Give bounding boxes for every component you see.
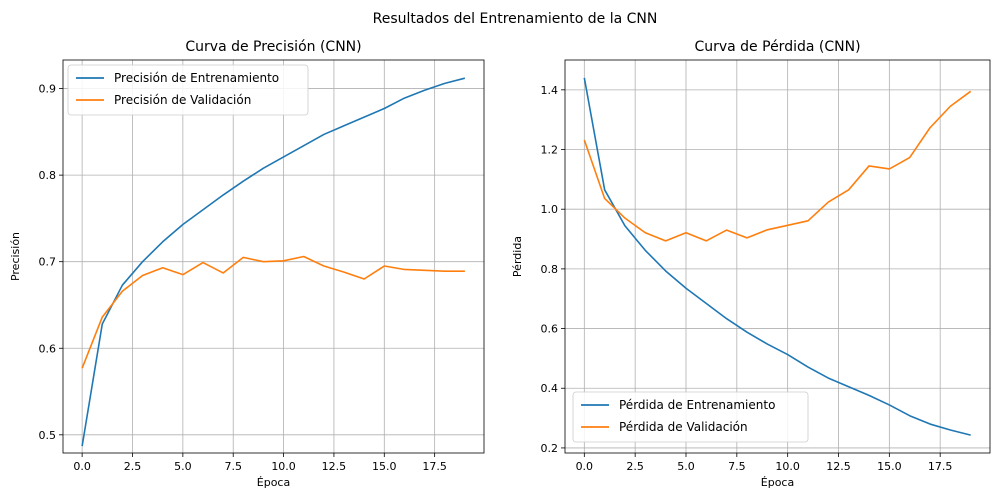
loss-chart: 0.0 2.5 5.0 7.5 10.0 12.5 15.0 17.5 0.2 0.4 0.6 0.8… bbox=[511, 39, 991, 489]
accuracy-x-tick-label: 15.0 bbox=[372, 460, 397, 473]
accuracy-y-tick-label: 0.9 bbox=[39, 83, 57, 96]
accuracy-x-tick-label: 2.5 bbox=[124, 460, 142, 473]
loss-legend-box bbox=[572, 391, 809, 443]
accuracy-y-tick-label: 0.5 bbox=[39, 429, 57, 442]
loss-y-tick-label: 1.2 bbox=[541, 144, 559, 157]
loss-y-tick-label: 0.2 bbox=[541, 442, 559, 455]
accuracy-legend-val-label: Precisión de Validación bbox=[114, 93, 251, 107]
accuracy-y-axis-label: Precisión bbox=[9, 232, 22, 281]
loss-val-line bbox=[583, 90, 972, 242]
accuracy-val-line bbox=[81, 255, 465, 369]
accuracy-legend: Precisión de Entrenamiento Precisión de V… bbox=[67, 64, 309, 116]
loss-plot-area bbox=[565, 60, 990, 453]
accuracy-train-line bbox=[81, 77, 466, 447]
loss-x-tick-label: 2.5 bbox=[626, 460, 644, 473]
accuracy-y-tick-label: 0.7 bbox=[39, 256, 57, 269]
loss-train-line bbox=[583, 77, 971, 436]
loss-x-tick-label: 10.0 bbox=[775, 460, 800, 473]
loss-y-axis-label: Pérdida bbox=[511, 236, 524, 277]
loss-axes-frame bbox=[564, 59, 991, 454]
accuracy-legend-box bbox=[67, 64, 309, 116]
loss-y-tick-label: 1.4 bbox=[541, 84, 559, 97]
loss-legend-val-label: Pérdida de Validación bbox=[619, 420, 748, 434]
loss-x-axis-label: Época bbox=[761, 476, 794, 489]
loss-x-tick-label: 15.0 bbox=[877, 460, 902, 473]
loss-y-tick-label: 1.0 bbox=[541, 203, 559, 216]
accuracy-x-tick-label: 5.0 bbox=[174, 460, 192, 473]
loss-legend: Pérdida de Entrenamiento Pérdida de Valid… bbox=[572, 391, 809, 443]
accuracy-x-axis-label: Época bbox=[257, 476, 290, 489]
accuracy-y-tick-label: 0.6 bbox=[39, 342, 57, 355]
loss-y-tick-label: 0.6 bbox=[541, 323, 559, 336]
loss-x-tick-label: 12.5 bbox=[826, 460, 851, 473]
accuracy-x-tick-label: 7.5 bbox=[224, 460, 242, 473]
accuracy-x-tick-label: 10.0 bbox=[271, 460, 296, 473]
loss-x-tick-label: 0.0 bbox=[576, 460, 594, 473]
accuracy-legend-train-label: Precisión de Entrenamiento bbox=[114, 71, 279, 85]
accuracy-x-tick-label: 12.5 bbox=[322, 460, 347, 473]
loss-x-tick-label: 7.5 bbox=[728, 460, 746, 473]
accuracy-x-tick-label: 17.5 bbox=[422, 460, 447, 473]
accuracy-chart-title: Curva de Precisión (CNN) bbox=[185, 39, 361, 55]
accuracy-chart: 0.0 2.5 5.0 7.5 10.0 12.5 15.0 17.5 0.5 0.6 0.7 0.8… bbox=[9, 39, 485, 489]
accuracy-x-tick-label: 0.0 bbox=[73, 460, 91, 473]
loss-x-tick-label: 17.5 bbox=[928, 460, 953, 473]
loss-legend-train-label: Pérdida de Entrenamiento bbox=[619, 398, 775, 412]
loss-x-tick-label: 5.0 bbox=[677, 460, 695, 473]
loss-y-tick-label: 0.4 bbox=[541, 382, 559, 395]
loss-y-tick-label: 0.8 bbox=[541, 263, 559, 276]
accuracy-axes-frame bbox=[62, 59, 485, 454]
loss-chart-title: Curva de Pérdida (CNN) bbox=[694, 39, 860, 55]
figure-suptitle: Resultados del Entrenamiento de la CNN bbox=[373, 11, 658, 27]
accuracy-y-tick-label: 0.8 bbox=[39, 169, 57, 182]
accuracy-plot-area bbox=[63, 60, 484, 453]
